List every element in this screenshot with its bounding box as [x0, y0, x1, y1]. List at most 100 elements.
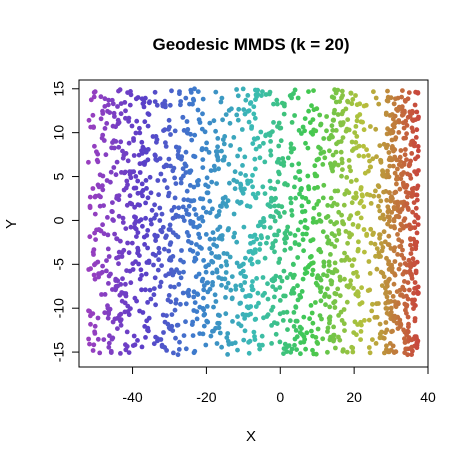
data-point: [313, 300, 318, 305]
data-point: [302, 208, 308, 214]
data-point: [216, 166, 222, 172]
data-point: [212, 292, 218, 298]
data-point: [195, 251, 201, 257]
data-point: [203, 232, 209, 237]
data-point: [169, 88, 174, 94]
x-tick-label: 0: [276, 389, 284, 405]
data-point: [327, 304, 333, 310]
data-point: [391, 206, 397, 212]
data-point: [215, 157, 221, 163]
data-point: [118, 317, 124, 322]
data-point: [241, 107, 247, 112]
data-point: [289, 208, 294, 213]
data-point: [402, 152, 408, 158]
data-point: [346, 190, 352, 196]
data-point: [246, 119, 252, 125]
data-point: [205, 289, 211, 295]
data-point: [413, 117, 418, 122]
data-point: [134, 298, 140, 304]
data-point: [292, 184, 297, 190]
data-point: [264, 314, 270, 319]
data-point: [205, 190, 211, 196]
data-point: [179, 154, 185, 160]
data-point: [301, 248, 306, 254]
data-point: [252, 317, 258, 322]
data-point: [144, 260, 150, 265]
data-point: [310, 117, 316, 122]
data-point: [408, 251, 414, 256]
data-point: [104, 258, 109, 263]
data-point: [265, 296, 271, 302]
data-point: [342, 191, 348, 197]
data-point: [289, 346, 295, 352]
data-point: [379, 283, 385, 288]
data-point: [123, 291, 129, 296]
data-point: [214, 181, 220, 187]
data-point: [316, 198, 321, 204]
data-point: [374, 246, 380, 252]
data-point: [167, 124, 172, 130]
data-point: [105, 215, 110, 220]
data-point: [372, 241, 378, 247]
data-point: [347, 164, 352, 170]
data-point: [297, 324, 303, 330]
data-point: [211, 236, 217, 242]
data-point: [123, 108, 128, 114]
data-point: [257, 247, 262, 252]
data-point: [159, 229, 165, 235]
data-point: [380, 212, 386, 218]
data-point: [268, 139, 273, 144]
data-point: [385, 221, 390, 227]
data-point: [167, 222, 173, 228]
data-point: [276, 260, 282, 265]
data-point: [383, 110, 389, 116]
data-point: [156, 245, 162, 251]
data-point: [111, 165, 117, 170]
data-point: [336, 139, 341, 145]
data-point: [296, 161, 302, 167]
data-point: [277, 298, 283, 303]
data-point: [151, 292, 157, 298]
data-point: [233, 286, 239, 292]
data-point: [255, 191, 261, 196]
data-point: [200, 196, 206, 202]
data-point: [404, 131, 409, 137]
data-point: [152, 215, 157, 221]
data-point: [377, 331, 383, 337]
data-point: [220, 157, 226, 163]
data-point: [331, 332, 336, 338]
data-point: [385, 298, 391, 304]
data-point: [342, 257, 348, 263]
data-point: [238, 282, 244, 288]
data-point: [251, 329, 257, 335]
data-point: [228, 287, 234, 293]
data-point: [225, 280, 231, 286]
data-point: [139, 151, 145, 156]
data-point: [325, 329, 330, 334]
data-point: [189, 240, 194, 246]
data-point: [345, 98, 350, 104]
data-point: [307, 254, 313, 260]
data-point: [262, 159, 268, 165]
data-point: [275, 101, 280, 107]
data-point: [248, 248, 254, 254]
data-point: [377, 208, 383, 214]
data-point: [191, 153, 197, 159]
data-point: [223, 295, 228, 300]
data-point: [285, 155, 291, 161]
data-point: [413, 205, 419, 211]
data-point: [395, 95, 401, 101]
data-point: [397, 186, 403, 192]
data-point: [384, 98, 390, 103]
data-point: [397, 227, 403, 233]
data-point: [408, 271, 413, 276]
data-point: [387, 113, 393, 118]
data-point: [288, 271, 293, 277]
data-point: [386, 242, 392, 248]
data-point: [277, 311, 283, 317]
data-point: [116, 120, 122, 125]
data-point: [325, 349, 330, 355]
data-point: [310, 267, 316, 273]
data-point: [141, 104, 147, 110]
data-point: [330, 168, 335, 174]
